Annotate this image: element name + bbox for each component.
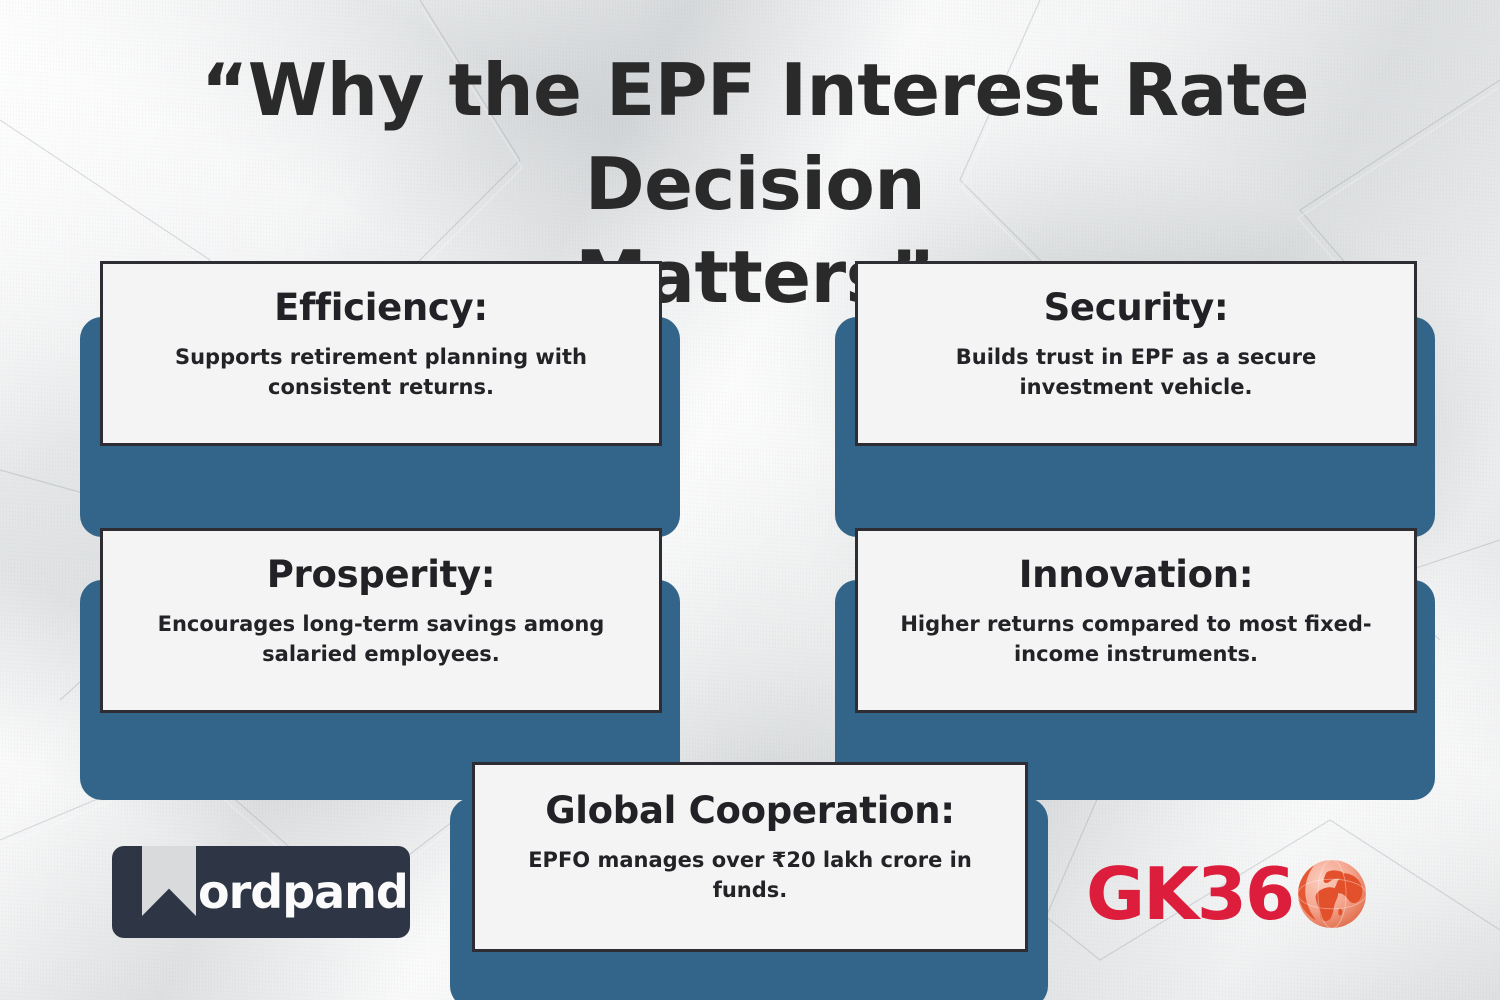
bookmark-w-icon	[142, 846, 196, 916]
card-heading: Global Cooperation:	[545, 789, 955, 832]
card-content-box: Innovation: Higher returns compared to m…	[855, 528, 1417, 713]
card-heading: Prosperity:	[266, 553, 496, 596]
card-innovation[interactable]: Innovation: Higher returns compared to m…	[835, 508, 1455, 808]
card-content-box: Efficiency: Supports retirement planning…	[100, 261, 662, 446]
card-body-text: EPFO manages over ₹20 lakh crore in fund…	[528, 847, 972, 902]
card-heading: Efficiency:	[274, 286, 488, 329]
card-body-text: Encourages long-term savings among salar…	[157, 611, 605, 666]
card-body-text: Higher returns compared to most fixed-in…	[900, 611, 1372, 666]
card-global-cooperation[interactable]: Global Cooperation: EPFO manages over ₹2…	[450, 762, 1070, 1000]
card-body-text: Builds trust in EPF as a secure investme…	[955, 344, 1317, 399]
wordpandit-logo[interactable]: ordpandit	[112, 846, 410, 938]
gk360-wordmark: GK36	[1086, 852, 1295, 936]
card-content-box: Global Cooperation: EPFO manages over ₹2…	[472, 762, 1028, 952]
page-title-line-1: “Why the EPF Interest Rate Decision	[200, 48, 1310, 226]
card-security[interactable]: Security: Builds trust in EPF as a secur…	[835, 245, 1455, 545]
globe-icon	[1295, 857, 1369, 931]
wordpandit-wordmark: ordpandit	[198, 865, 410, 919]
card-heading: Innovation:	[1018, 553, 1254, 596]
card-content-box: Prosperity: Encourages long-term savings…	[100, 528, 662, 713]
bookmark-stem-icon	[131, 852, 142, 918]
gk360-logo[interactable]: GK36	[1086, 850, 1406, 938]
card-body-text: Supports retirement planning with consis…	[174, 344, 587, 399]
card-heading: Security:	[1043, 286, 1229, 329]
card-efficiency[interactable]: Efficiency: Supports retirement planning…	[80, 245, 700, 545]
card-content-box: Security: Builds trust in EPF as a secur…	[855, 261, 1417, 446]
